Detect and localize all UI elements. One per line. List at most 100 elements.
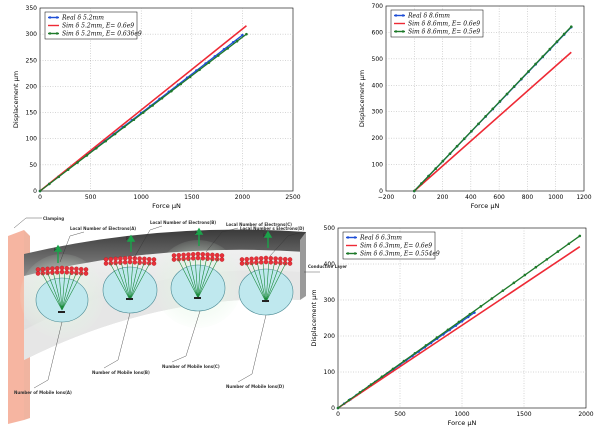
series-point-2 xyxy=(427,174,430,178)
x-tick-label: 1500 xyxy=(184,194,199,201)
electron-dot xyxy=(200,252,206,257)
series-point-2 xyxy=(198,68,201,72)
electron-dot xyxy=(176,256,182,262)
series-point-2 xyxy=(501,289,505,292)
series-line-1 xyxy=(413,51,572,192)
y-tick-label: 500 xyxy=(324,225,336,232)
series-point-2 xyxy=(505,92,509,96)
series-point-2 xyxy=(420,182,423,185)
x-tick-label: 1200 xyxy=(576,194,591,201)
electron-dot xyxy=(282,256,288,262)
force-label-d: F xyxy=(263,233,266,238)
series-point-2 xyxy=(555,40,559,43)
series-point-2 xyxy=(556,250,560,253)
electron-dot xyxy=(200,256,206,261)
y-tick-label: 400 xyxy=(372,82,384,89)
field-line xyxy=(61,272,66,311)
x-axis-label: Force μN xyxy=(152,202,181,210)
series-point-2 xyxy=(57,175,61,179)
ion-marker-d xyxy=(262,300,269,302)
field-line xyxy=(53,272,63,311)
electron-dot xyxy=(142,260,147,266)
y-tick-label: 50 xyxy=(29,162,37,169)
electron-dot xyxy=(127,255,133,261)
y-tick-label: 200 xyxy=(26,83,38,90)
legend-entry-0: Real δ 8.6mm xyxy=(407,13,450,20)
legend-marker-0 xyxy=(346,236,350,239)
electron-groups xyxy=(35,251,293,276)
field-line xyxy=(265,262,270,303)
series-point-2 xyxy=(336,406,340,410)
electron-dot xyxy=(54,270,60,275)
y-axis-label: Displacement μm xyxy=(358,70,366,127)
legend-marker-2 xyxy=(48,32,52,35)
series-point-2 xyxy=(76,161,79,164)
electron-dot xyxy=(127,259,133,265)
electron-dot xyxy=(210,256,215,262)
electron-dot xyxy=(113,260,118,266)
electron-dot xyxy=(59,269,65,275)
y-axis-label: Displacement μm xyxy=(12,71,20,128)
ion-region-b xyxy=(102,266,158,314)
series-point-2 xyxy=(491,107,495,111)
clamp-block xyxy=(8,230,24,424)
x-tick-label: 2500 xyxy=(285,194,300,201)
series-point-2 xyxy=(569,25,573,28)
electron-dot xyxy=(108,256,114,262)
legend-entry-2: Sim δ 8.6mm, E= 0.5e9 xyxy=(408,29,480,36)
legend-box xyxy=(390,9,484,38)
electron-dot xyxy=(40,270,46,276)
y-tick-label: 0 xyxy=(331,405,335,412)
ion-marker-b xyxy=(126,298,133,300)
y-tick-label: 700 xyxy=(372,3,384,10)
series-point-2 xyxy=(512,85,516,88)
series-point-2 xyxy=(484,114,487,118)
series-point-2 xyxy=(534,265,538,269)
field-line xyxy=(265,262,281,303)
y-axis-label: Displacement μm xyxy=(310,289,318,346)
electron-dot xyxy=(263,255,269,261)
series-point-2 xyxy=(358,391,362,394)
electron-dot xyxy=(181,252,186,258)
series-point-2 xyxy=(235,39,239,43)
legend-box xyxy=(342,231,436,260)
series-point-2 xyxy=(402,359,406,363)
electron-dot xyxy=(219,253,225,258)
electron-dot xyxy=(103,257,109,262)
y-tick-label: 300 xyxy=(324,297,336,304)
series-point-2 xyxy=(226,47,229,50)
electron-dot xyxy=(35,267,41,272)
series-point-2 xyxy=(448,152,452,155)
legend-entry-0: Real δ 5.2mm xyxy=(61,15,104,22)
y-tick-label: 100 xyxy=(372,162,384,169)
legend-marker-2 xyxy=(401,30,405,33)
electron-dot xyxy=(181,256,186,262)
series-point-2 xyxy=(477,122,480,126)
electron-dot xyxy=(249,260,254,266)
legend-marker-2 xyxy=(353,252,357,255)
y-tick-label: 200 xyxy=(372,135,384,142)
series-point-2 xyxy=(548,47,552,51)
y-tick-label: 400 xyxy=(324,261,336,268)
x-tick-label: 500 xyxy=(394,411,406,418)
x-tick-label: 2000 xyxy=(235,194,250,201)
field-line xyxy=(41,272,63,311)
field-line xyxy=(126,262,131,301)
electron-dot xyxy=(146,260,152,266)
electron-dot xyxy=(171,253,177,258)
electron-dot xyxy=(239,261,245,266)
electron-dot xyxy=(64,270,70,275)
legend-marker-0 xyxy=(55,16,59,19)
field-line xyxy=(265,262,275,303)
field-line xyxy=(109,262,131,301)
electron-dot xyxy=(244,256,250,262)
electron-dot xyxy=(78,266,84,272)
series-point-2 xyxy=(245,32,248,36)
series-line-1 xyxy=(337,246,581,409)
electron-dot xyxy=(146,256,152,262)
series-point-2 xyxy=(413,351,417,355)
field-line xyxy=(129,262,151,301)
x-tick-label: 200 xyxy=(437,194,449,201)
series-point-2 xyxy=(369,383,373,386)
